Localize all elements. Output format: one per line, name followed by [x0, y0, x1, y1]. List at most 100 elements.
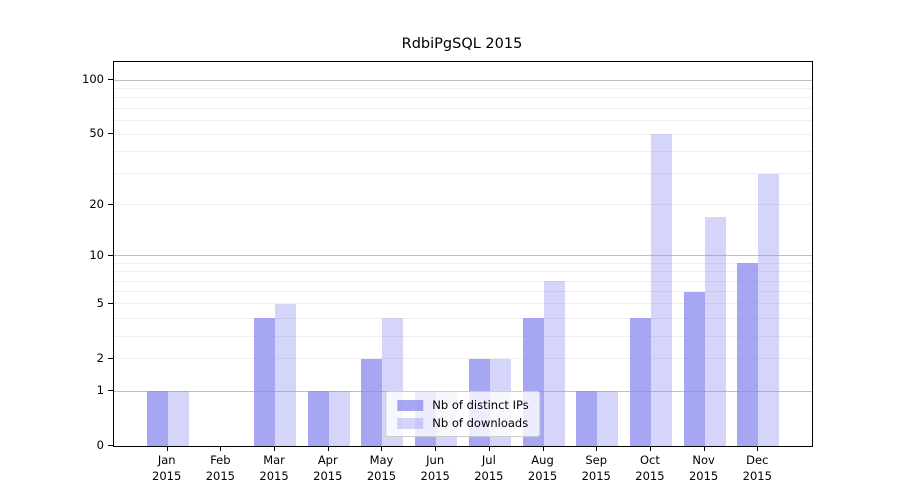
- gridline-minor-5: [114, 303, 812, 305]
- x-tick-year: 2015: [152, 469, 182, 483]
- x-tick-mark-nov: [703, 446, 705, 451]
- y-tick-mark-2: [108, 357, 113, 359]
- x-tick-month: Sep: [585, 453, 608, 467]
- x-tick-mark-apr: [327, 446, 329, 451]
- y-tick-label-5: 5: [96, 295, 104, 310]
- gridline-major-10: [114, 255, 812, 257]
- x-tick-label-oct: Oct 2015: [620, 452, 680, 484]
- y-tick-label-0: 0: [96, 438, 104, 452]
- x-tick-year: 2015: [474, 469, 504, 483]
- x-tick-label-jan: Jan 2015: [137, 452, 197, 484]
- x-tick-month: Dec: [746, 453, 769, 467]
- x-tick-label-sep: Sep 2015: [566, 452, 626, 484]
- x-tick-year: 2015: [635, 469, 665, 483]
- x-tick-mark-jan: [166, 446, 168, 451]
- bar-downloads-nov: [704, 216, 726, 446]
- legend-label-distinct-ips: Nb of distinct IPs: [432, 398, 529, 412]
- bar-distinct-ips-sep: [576, 391, 598, 446]
- y-tick-mark-0: [108, 445, 113, 446]
- y-tick-mark-100: [108, 79, 113, 81]
- x-tick-label-jul: Jul 2015: [459, 452, 519, 484]
- x-tick-mark-aug: [542, 446, 544, 451]
- bar-downloads-dec: [758, 173, 780, 446]
- x-tick-mark-feb: [220, 446, 222, 451]
- bar-downloads-mar: [275, 303, 297, 446]
- bar-downloads-aug: [543, 281, 565, 446]
- legend-item-downloads: Nb of downloads: [397, 416, 528, 430]
- x-tick-month: Feb: [210, 453, 231, 467]
- x-tick-month: Mar: [263, 453, 285, 467]
- legend: Nb of distinct IPs Nb of downloads: [385, 391, 541, 437]
- x-tick-mark-dec: [757, 446, 759, 451]
- y-tick-label-50: 50: [89, 126, 104, 141]
- legend-item-distinct-ips: Nb of distinct IPs: [397, 398, 529, 412]
- gridline-minor-6: [114, 291, 812, 293]
- legend-swatch-distinct-ips: [397, 399, 424, 411]
- gridline-minor-70: [114, 107, 812, 109]
- x-tick-label-aug: Aug 2015: [513, 452, 573, 484]
- legend-label-downloads: Nb of downloads: [432, 416, 529, 430]
- x-tick-month: Nov: [692, 453, 715, 467]
- gridline-minor-60: [114, 119, 812, 121]
- bar-distinct-ips-dec: [737, 263, 759, 446]
- y-tick-label-20: 20: [89, 196, 104, 211]
- x-tick-year: 2015: [205, 469, 236, 483]
- x-tick-month: Aug: [531, 453, 554, 467]
- x-tick-year: 2015: [527, 469, 558, 483]
- x-tick-year: 2015: [688, 469, 719, 483]
- gridline-minor-40: [114, 151, 812, 153]
- y-tick-label-100: 100: [82, 72, 104, 87]
- gridline-minor-50: [114, 133, 812, 135]
- x-tick-month: Oct: [639, 453, 660, 467]
- bar-downloads-sep: [597, 391, 619, 446]
- x-tick-mark-jul: [488, 446, 490, 451]
- bar-downloads-oct: [650, 134, 672, 446]
- bar-distinct-ips-may: [361, 358, 383, 446]
- y-tick-mark-20: [108, 203, 113, 205]
- x-tick-year: 2015: [581, 469, 611, 483]
- x-tick-month: Jan: [157, 453, 176, 467]
- x-tick-label-jun: Jun 2015: [405, 452, 465, 484]
- gridline-minor-90: [114, 87, 812, 89]
- x-tick-label-may: May 2015: [351, 452, 411, 484]
- x-tick-month: Apr: [317, 453, 338, 467]
- x-tick-mark-sep: [596, 446, 598, 451]
- gridline-minor-4: [114, 317, 812, 319]
- gridline-major-100: [114, 79, 812, 81]
- gridline-minor-3: [114, 335, 812, 337]
- y-tick-label-2: 2: [96, 350, 104, 365]
- x-tick-mark-oct: [649, 446, 651, 451]
- x-tick-year: 2015: [313, 469, 343, 483]
- x-tick-year: 2015: [420, 469, 450, 483]
- gridline-minor-8: [114, 271, 812, 273]
- x-tick-mark-may: [381, 446, 383, 451]
- gridline-minor-20: [114, 204, 812, 206]
- y-tick-mark-5: [108, 302, 113, 304]
- x-tick-month: May: [369, 453, 394, 467]
- bar-downloads-jan: [167, 391, 189, 446]
- gridline-minor-80: [114, 97, 812, 99]
- gridline-minor-30: [114, 173, 812, 175]
- y-tick-mark-1: [108, 390, 113, 392]
- x-tick-label-nov: Nov 2015: [674, 452, 734, 484]
- x-tick-label-feb: Feb 2015: [190, 452, 250, 484]
- legend-swatch-downloads: [397, 417, 424, 429]
- x-tick-month: Jul: [481, 453, 496, 467]
- x-tick-year: 2015: [366, 469, 397, 483]
- x-tick-label-mar: Mar 2015: [244, 452, 304, 484]
- x-tick-label-apr: Apr 2015: [298, 452, 358, 484]
- chart-title: RdbiPgSQL 2015: [401, 36, 523, 52]
- bar-distinct-ips-mar: [254, 318, 276, 446]
- gridline-minor-2: [114, 358, 812, 360]
- x-tick-label-dec: Dec 2015: [727, 452, 787, 484]
- bar-distinct-ips-oct: [629, 318, 651, 446]
- x-tick-year: 2015: [259, 469, 289, 483]
- x-tick-year: 2015: [742, 469, 772, 483]
- y-tick-mark-10: [108, 254, 113, 256]
- y-tick-label-10: 10: [89, 247, 104, 262]
- gridline-minor-7: [114, 280, 812, 282]
- y-tick-mark-50: [108, 133, 113, 135]
- bar-distinct-ips-apr: [307, 391, 329, 446]
- bar-downloads-apr: [328, 391, 350, 446]
